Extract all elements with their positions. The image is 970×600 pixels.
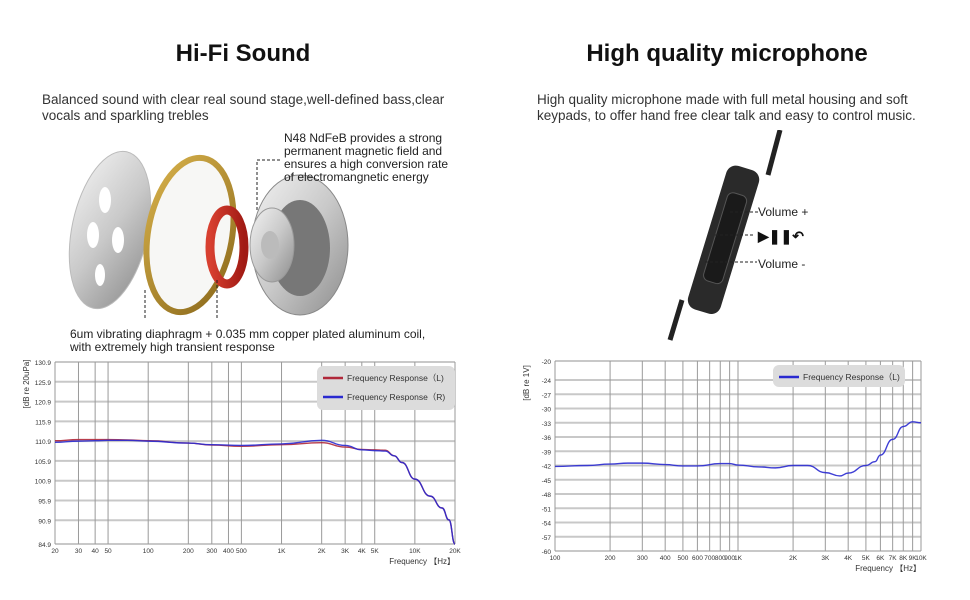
x-tick-label: 500 (236, 548, 247, 555)
inline-remote-illustration (667, 130, 783, 341)
x-tick-label: 2K (789, 555, 798, 562)
y-tick-label: -39 (542, 449, 552, 456)
x-tick-label: 6K (876, 555, 885, 562)
microphone-frequency-chart: -20 -24 -27 -30 -33 -36 -39 -42 -45 -48 -51 -54 -57 -… (522, 359, 927, 573)
y-tick-label: -54 (542, 521, 552, 528)
x-tick-label: 200 (605, 555, 616, 562)
coil-icon (205, 205, 249, 289)
y-tick-label: 110.9 (35, 439, 51, 446)
y-tick-label: 100.9 (35, 479, 52, 486)
magnet-note-line: of electromangnetic energy (284, 170, 429, 184)
y-tick-label: 120.9 (35, 400, 52, 407)
speaker-frequency-chart: 130.9 125.9 120.9 115.9 110.9 105.9 100.9 95.9 9… (22, 360, 461, 566)
x-tick-label: 300 (637, 555, 648, 562)
magnet-housing-icon (249, 174, 349, 316)
y-tick-label: -57 (542, 535, 552, 542)
microphone-title: High quality microphone (586, 40, 868, 67)
x-tick-label: 30 (75, 548, 83, 555)
y-axis-label: [dB re 1V] (522, 365, 531, 401)
x-axis-label: Frequency 【Hz】 (855, 564, 921, 573)
x-axis-label: Frequency 【Hz】 (389, 557, 455, 566)
x-tick-label: 5K (371, 548, 380, 555)
x-tick-label: 400 (660, 555, 671, 562)
x-tick-label: 7K (889, 555, 898, 562)
y-axis-label: [dB re 20uPa] (22, 360, 31, 409)
x-tick-label: 3K (341, 548, 350, 555)
x-tick-label: 40 (92, 548, 100, 555)
hifi-description: Balanced sound with clear real sound sta… (42, 92, 445, 123)
y-tick-label: -30 (542, 407, 552, 414)
x-tick-label: 500 (677, 555, 688, 562)
series-line (554, 421, 922, 477)
x-tick-label: 4K (358, 548, 367, 555)
x-tick-label: 800 (715, 555, 726, 562)
x-tick-label: 900 (724, 555, 735, 562)
x-tick-label: 1K (734, 555, 743, 562)
volume-up-label: Volume + (758, 205, 809, 219)
x-tick-label: 9K (909, 555, 918, 562)
magnet-note: N48 NdFeB provides a strong permanent ma… (284, 132, 448, 184)
legend-label: Frequency Response（L) (347, 373, 444, 383)
x-tick-label: 600 (692, 555, 703, 562)
y-tick-label: -45 (542, 478, 552, 485)
y-tick-label: 84.9 (38, 542, 51, 549)
x-tick-label: 20 (51, 548, 59, 555)
x-tick-label: 100 (550, 555, 561, 562)
x-tick-label: 2K (318, 548, 327, 555)
x-tick-label: 400 (223, 548, 234, 555)
microphone-description: High quality microphone made with full m… (537, 92, 916, 123)
y-tick-label: -42 (542, 464, 552, 471)
y-tick-label: -48 (542, 492, 552, 499)
diaphragm-note-line: with extremely high transient response (70, 340, 275, 354)
y-tick-label: 95.9 (38, 498, 51, 505)
x-tick-label: 4K (844, 555, 853, 562)
x-tick-label: 700 (704, 555, 715, 562)
driver-exploded-illustration (68, 150, 349, 320)
volume-down-label: Volume - (758, 257, 806, 271)
y-tick-label: -24 (542, 378, 552, 385)
x-tick-label: 1K (278, 548, 287, 555)
y-tick-label: -51 (542, 506, 552, 513)
y-tick-label: -33 (542, 421, 552, 428)
x-tick-label: 300 (206, 548, 217, 555)
y-tick-label: 125.9 (35, 380, 52, 387)
diaphragm-icon (143, 154, 237, 316)
diaphragm-note-line: 6um vibrating diaphragm + 0.035 mm coppe… (70, 327, 426, 341)
x-tick-label: 10K (915, 555, 927, 562)
legend-box (317, 366, 455, 410)
x-tick-label: 50 (104, 548, 112, 555)
x-tick-label: 8K (899, 555, 908, 562)
y-tick-label: -27 (542, 392, 552, 399)
play-pause-call-icon: ▶❚❚↶ (758, 228, 804, 244)
x-tick-label: 5K (862, 555, 871, 562)
x-tick-label: 100 (143, 548, 154, 555)
magnet-note-line: N48 NdFeB provides a strong (284, 131, 443, 145)
series-line (54, 439, 456, 545)
y-tick-label: 130.9 (35, 360, 52, 367)
x-tick-label: 3K (821, 555, 830, 562)
y-tick-label: -36 (542, 435, 552, 442)
legend-label: Frequency Response（R) (347, 392, 445, 402)
y-tick-label: -20 (542, 359, 552, 366)
legend-box (773, 365, 905, 387)
hifi-sound-title: Hi-Fi Sound (175, 40, 311, 67)
y-tick-label: 105.9 (35, 459, 52, 466)
x-tick-label: 200 (183, 548, 194, 555)
diaphragm-note: 6um vibrating diaphragm + 0.035 mm coppe… (70, 328, 425, 354)
magnet-note-line: permanent magnetic field and (284, 144, 443, 158)
x-tick-label: 20K (449, 548, 461, 555)
y-tick-label: 90.9 (38, 518, 51, 525)
y-tick-label: 115.9 (35, 419, 51, 426)
legend-label: Frequency Response（L) (803, 372, 900, 382)
x-tick-label: 10K (409, 548, 421, 555)
magnet-note-line: ensures a high conversion rate (284, 157, 449, 171)
y-tick-label: -60 (542, 549, 552, 556)
